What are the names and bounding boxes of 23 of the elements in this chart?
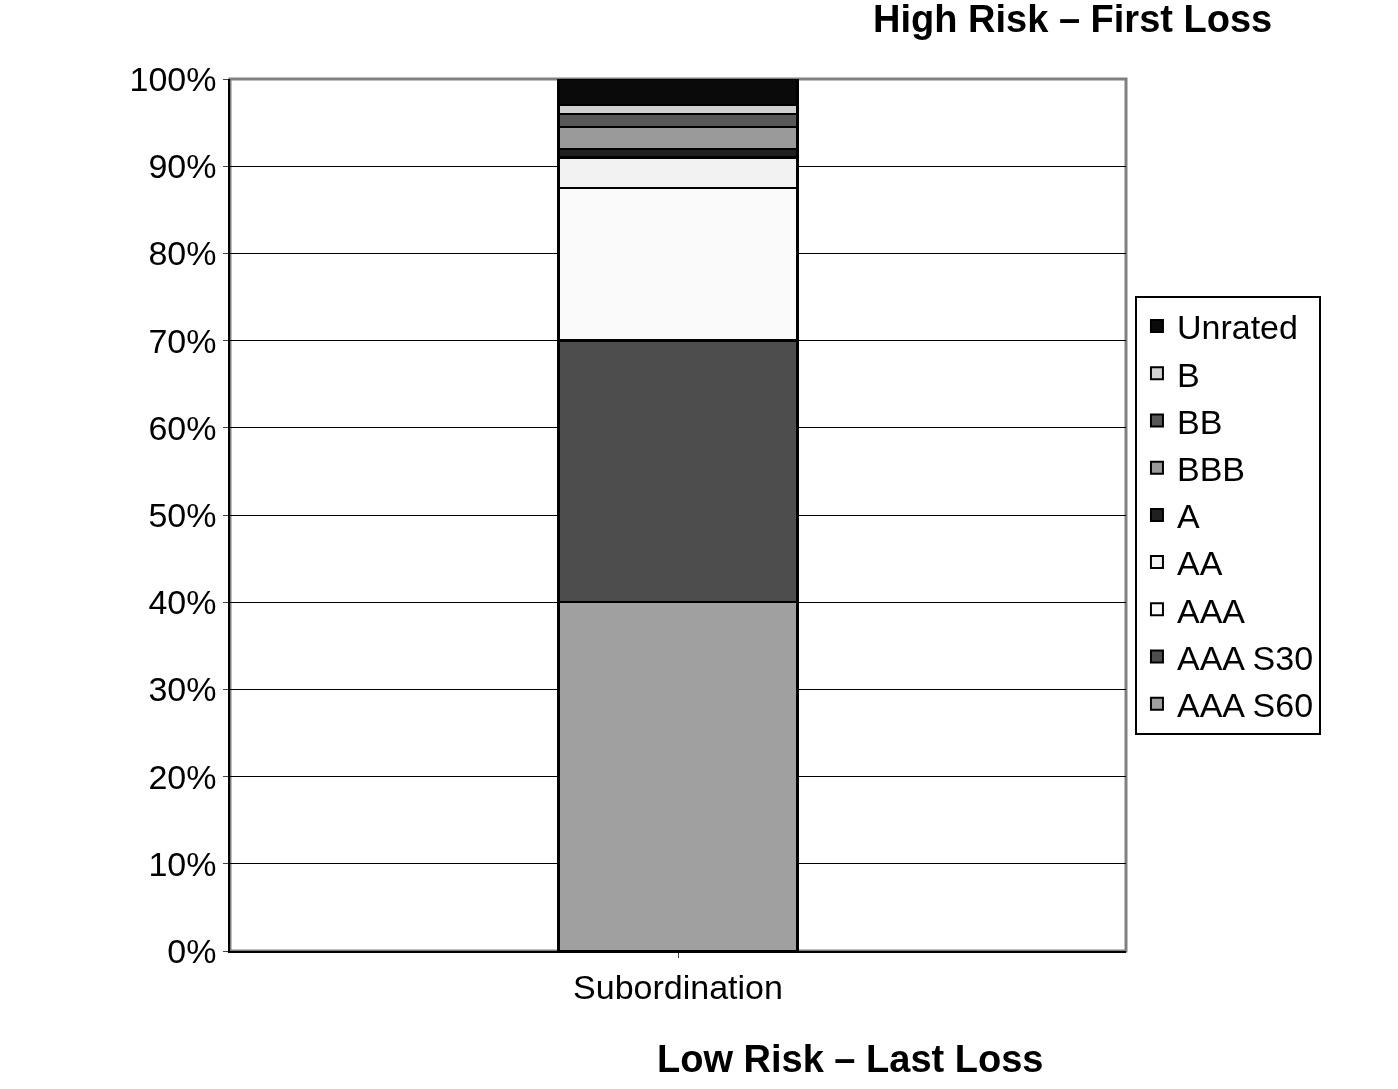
legend-label: AAA S30 — [1176, 638, 1314, 677]
text: Low Risk – Last Loss — [657, 1038, 1044, 1080]
x-tick-label: Subordination — [573, 967, 783, 1006]
y-tick-label: 70% — [148, 321, 217, 360]
y-tick-label: 40% — [148, 583, 217, 622]
y-tick-label: 60% — [148, 408, 217, 447]
y-tick-label: 90% — [148, 147, 217, 186]
legend-label: AA — [1176, 544, 1223, 583]
y-tick-label: 10% — [148, 844, 217, 883]
legend-label: AAA — [1176, 591, 1246, 630]
y-tick-label: 30% — [148, 670, 217, 709]
y-tick-label: 100% — [129, 59, 217, 98]
legend-label: BBB — [1176, 449, 1246, 488]
legend-label: Unrated — [1176, 308, 1298, 347]
legend-label: B — [1176, 355, 1200, 394]
y-tick-label: 50% — [148, 495, 217, 534]
legend-label: BB — [1176, 402, 1223, 441]
y-tick-label: 0% — [167, 931, 217, 970]
legend-label: AAA S60 — [1176, 685, 1314, 724]
chart-title: High Risk – First Loss — [873, 0, 1273, 41]
y-tick-label: 80% — [148, 234, 217, 273]
y-tick-label: 20% — [148, 757, 217, 796]
legend-label: A — [1176, 497, 1200, 536]
